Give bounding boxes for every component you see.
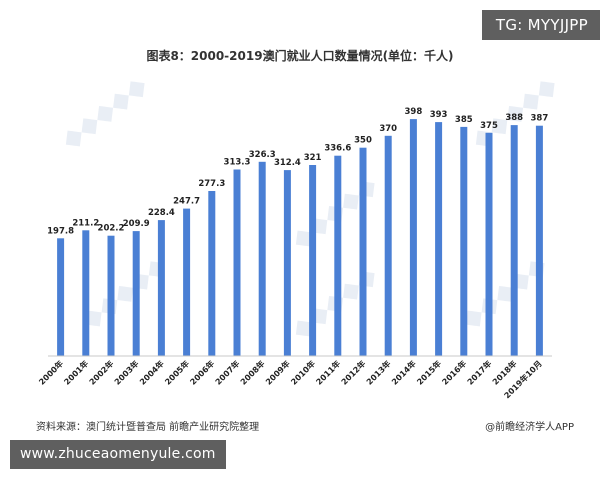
bar-value-label: 277.3	[198, 179, 225, 189]
tg-watermark-badge: TG: MYYJJPP	[481, 10, 600, 40]
x-tick-label: 2012年	[339, 358, 367, 386]
bar	[107, 235, 115, 356]
x-tick-label: 2008年	[238, 358, 266, 386]
bar	[510, 125, 518, 356]
bar-value-label: 197.8	[47, 226, 74, 236]
bar	[359, 147, 367, 356]
bar-value-label: 350	[354, 136, 372, 146]
bar-value-label: 388	[505, 113, 523, 123]
bar	[485, 132, 493, 356]
bar-value-label: 336.6	[324, 144, 351, 154]
bar	[183, 208, 191, 356]
bar-value-label: 228.4	[148, 208, 175, 218]
brand-watermark-mark: ◆◆◆◆◆	[56, 70, 153, 155]
bar-value-label: 247.7	[173, 197, 200, 207]
bar	[283, 170, 291, 356]
bar	[409, 119, 417, 356]
bar	[258, 161, 266, 356]
bar	[82, 230, 90, 356]
credit-note: @前瞻经济学人APP	[485, 422, 574, 433]
bar-value-label: 385	[455, 115, 473, 125]
url-watermark-badge: www.zhuceaomenyule.com	[10, 440, 226, 469]
bar-value-label: 387	[531, 114, 549, 124]
x-tick-label: 2000年	[37, 358, 65, 386]
bars-layer	[57, 119, 543, 357]
bar-value-label: 209.9	[123, 219, 150, 229]
x-tick-label: 2002年	[87, 358, 115, 386]
bar	[132, 231, 140, 356]
x-tick-label: 2004年	[137, 358, 165, 386]
x-tick-label: 2005年	[163, 358, 191, 386]
bar-value-label: 211.2	[72, 218, 99, 228]
bar-value-label: 370	[379, 124, 397, 134]
bar-value-label: 313.3	[224, 158, 251, 168]
x-tick-label: 2015年	[415, 358, 443, 386]
bar	[57, 238, 65, 356]
chart-title: 图表8：2000-2019澳门就业人口数量情况(单位：千人)	[146, 49, 454, 63]
x-tick-label: 2007年	[213, 358, 241, 386]
x-tick-label: 2011年	[314, 358, 342, 386]
bar	[157, 220, 165, 356]
bar	[309, 165, 317, 356]
x-tick-label: 2016年	[440, 358, 468, 386]
x-tick-label: 2013年	[364, 358, 392, 386]
bar-value-label: 312.4	[274, 158, 301, 168]
bar	[334, 155, 342, 356]
bar-value-label: 202.2	[98, 224, 125, 234]
x-tick-label: 2017年	[465, 358, 493, 386]
bar-value-label: 326.3	[249, 150, 276, 160]
bar-value-label: 321	[304, 153, 322, 163]
bar-value-label: 393	[430, 110, 448, 120]
bar	[233, 169, 241, 356]
x-tick-label: 2010年	[289, 358, 317, 386]
x-tick-label: 2001年	[62, 358, 90, 386]
bar	[208, 191, 216, 356]
x-tick-labels-layer: 2000年2001年2002年2003年2004年2005年2006年2007年…	[37, 358, 544, 400]
bar	[435, 122, 443, 356]
bar	[535, 125, 543, 356]
x-tick-label: 2014年	[389, 358, 417, 386]
bar-value-label: 375	[480, 121, 498, 131]
bar	[384, 135, 392, 356]
x-tick-label: 2006年	[188, 358, 216, 386]
bar-value-label: 398	[405, 107, 423, 117]
x-tick-label: 2003年	[112, 358, 140, 386]
bar	[460, 126, 468, 357]
data-source-note: 资料来源：澳门统计暨普查局 前瞻产业研究院整理	[36, 422, 260, 433]
x-tick-label: 2009年	[263, 358, 291, 386]
